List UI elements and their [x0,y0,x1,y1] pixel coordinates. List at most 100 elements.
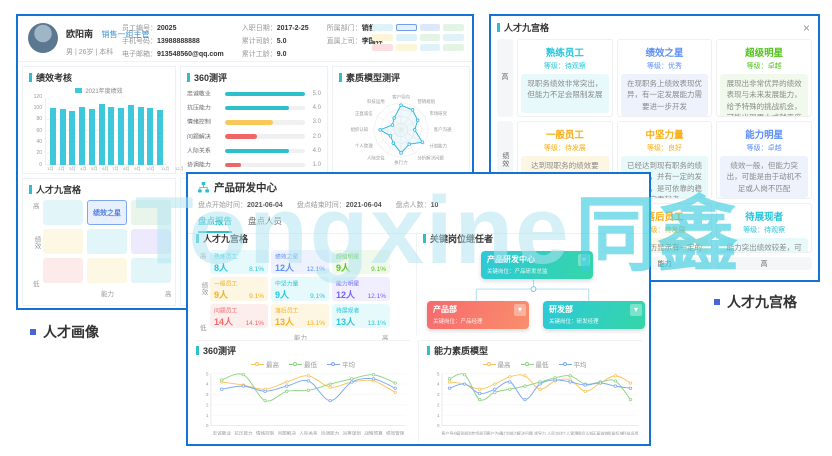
svg-text:抗压能力: 抗压能力 [234,430,252,437]
nine-grid-cell[interactable]: 落后员工 13人 13.1% [271,304,329,328]
close-icon[interactable]: × [802,20,810,35]
legend-label: 平均 [342,362,355,369]
cell-level: 等级：待发展 [543,145,586,152]
y-tick-label: 0 [39,161,42,168]
axis-label-high: 高 [33,203,40,210]
cell-description: 在现职务上绩效表现优异，有一定发展能力需要进一步开发 [620,74,709,116]
nine-grid-cell[interactable]: 绩效之星 12人 12.1% [271,250,329,274]
x-tick-label: 3月 [69,167,76,172]
svg-text:人际交往: 人际交往 [547,431,563,436]
cell-level: 等级：待观察 [543,63,586,70]
field-value: 9.0 [276,51,287,58]
field-label: 入职日期： [241,25,277,32]
cell-title: 问题员工 [214,308,238,315]
cell-title: 能力明星 [336,281,360,288]
svg-text:2: 2 [206,403,209,408]
nine-grid-cell [87,229,127,254]
field-value: 5.0 [276,38,287,45]
legend-swatch [75,88,83,93]
y-tick-label: 120 [33,93,42,100]
section-title: 素质模型测评 [339,71,463,84]
meta-label: 盘点结束时间： [296,202,346,209]
axis-label-high: 高 [382,335,389,342]
bullet-icon [714,299,720,305]
legend-label: 最低 [304,362,317,369]
svg-text:分析解决问题: 分析解决问题 [417,155,444,162]
svg-text:组织认知: 组织认知 [577,431,593,436]
profile-field: 入职日期：2017-2-25 [242,23,309,33]
legend-item: 最低 [520,359,549,369]
field-label: 累计工龄： [241,51,277,58]
tab-review-people[interactable]: 盘点人员 [248,216,283,226]
org-chart: 产品研发中心 关键岗位：产品研发总监 ▾ 产品部 关键岗位：产品经理 ▾ 研发部 关键岗位：研… [423,249,645,333]
bar-value: 2.0 [312,133,321,140]
meta-value: 2021-06-04 [247,202,283,209]
svg-text:0: 0 [206,423,209,428]
cell-title: 熟练员工 [545,48,584,59]
perf-bar [147,107,154,165]
cell-title: 一般员工 [545,130,584,141]
review360-row: 人际关系 4.0 [187,146,321,156]
review360-section: 360测评 忠诚敬业 5.0 抗压能力 4.0 情绪控制 3.0 问题解决 2.0 人际关系 4.… [180,66,328,211]
dimension-label: 忠诚敬业 [187,91,211,98]
nine-grid-cell[interactable]: 绩效之星 [87,200,127,225]
chevron-down-icon[interactable]: ▾ [514,304,526,316]
legend-label: 最高 [266,362,279,369]
nine-grid-cell[interactable]: 中坚力量 9人 9.1% [271,277,329,301]
axis-label-high: 高 [200,253,207,260]
bar-track [225,148,305,153]
bullet-icon [30,329,36,335]
cell-percent: 14.1% [245,320,264,327]
dimension-label: 问题解决 [187,134,211,140]
svg-text:个人管理: 个人管理 [355,143,373,150]
svg-text:质量标准: 质量标准 [607,431,623,436]
x-tick-label: 8月 [123,167,130,172]
legend-dot [255,361,259,366]
svg-text:绩效管理: 绩效管理 [386,430,405,437]
mini-grid-chip [419,44,441,51]
bar-fill [225,120,273,125]
cell-title: 中坚力量 [645,130,684,141]
svg-text:客户沟通: 客户沟通 [487,431,503,436]
x-tick-label: 5月 [90,167,98,172]
svg-text:市场研究: 市场研究 [429,110,447,117]
nine-grid-cell [87,258,127,283]
nine-grid-cell[interactable]: 能力明星 12人 12.1% [332,277,390,301]
cell-percent: 13.1% [306,320,325,327]
successor-section: 关键岗位继任者 产品研发中心 关键岗位：产品研发总监 ▾ 产品部 关键岗位：产品经理 ▾ 研… [416,232,645,336]
dimension-label: 抗压能力 [187,105,211,112]
field-value: 13988888888 [157,38,200,45]
nine-grid-cell[interactable]: 熟练员工 8人 8.1% [210,250,268,274]
tab-review-report[interactable]: 盘点报告 [198,215,233,233]
chevron-down-icon[interactable]: ▾ [578,254,590,266]
bar-track [225,105,305,111]
cell-description: 能力突出绩效较差，可能到岗时间不长尚未适应，或动机不足，或与管理者对工作认知不一… [720,238,808,252]
svg-text:0: 0 [437,423,440,428]
field-value: 20025 [157,25,177,32]
nine-grid-cell [43,258,83,283]
nine-grid-cell[interactable]: 一般员工 9人 9.1% [210,277,268,301]
legend-dot [562,361,567,366]
profile-field: 电子邮箱：913548560@qq.com [122,49,224,59]
cell-title: 绩效之星 [275,254,299,261]
caption-nine-grid: 人才九宫格 [714,292,797,312]
perf-bar [137,107,144,165]
nine-grid-cell [43,200,83,225]
field-label: 手机号码： [122,38,157,45]
nine-grid-cell[interactable]: 待展现者 13人 13.1% [332,304,390,328]
mini-grid-chip [395,44,417,51]
svg-text:问题解决: 问题解决 [278,430,297,437]
review360-row: 情绪控制 3.0 [187,117,321,127]
nine-grid-cell[interactable]: 问题员工 14人 14.1% [210,304,268,328]
perf-bar [88,109,95,165]
section-title: 关键岗位继任者 [423,232,642,245]
y-tick-label: 40 [36,138,42,145]
review360-row: 忠诚敬业 5.0 [187,89,321,99]
cell-level: 等级：待观察 [743,227,786,234]
employee-meta: 男 | 26岁 | 本科 [66,49,114,56]
svg-text:领导力: 领导力 [534,431,546,436]
svg-text:科技运用: 科技运用 [622,431,638,436]
profile-name-block: 欧阳南 销售一组主管 男 | 26岁 | 本科 [66,24,149,57]
chevron-down-icon[interactable]: ▾ [630,304,642,316]
nine-grid-cell[interactable]: 超级明星 9人 9.1% [332,250,390,274]
